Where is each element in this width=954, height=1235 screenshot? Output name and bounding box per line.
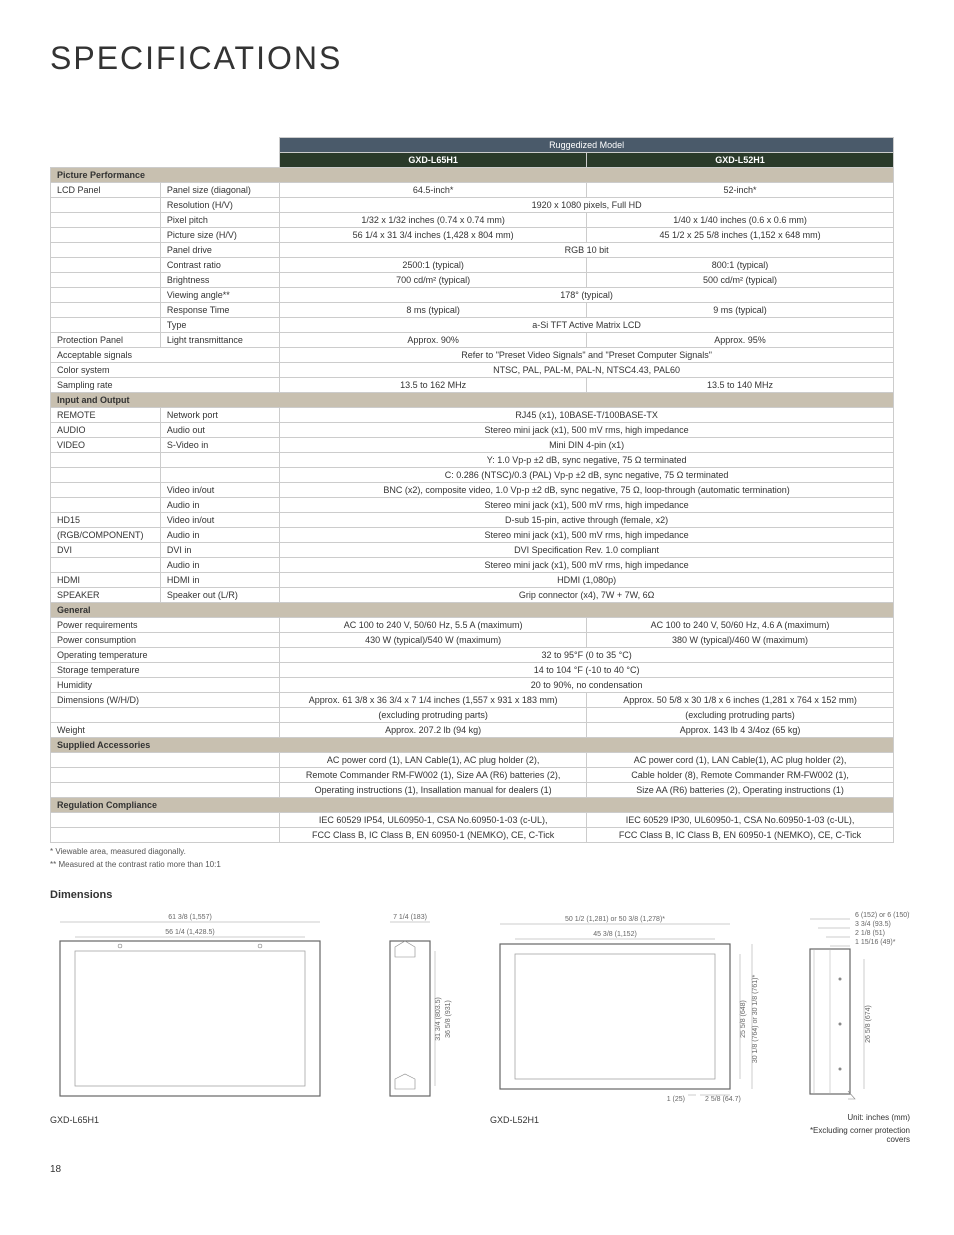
table-row: Power consumption430 W (typical)/540 W (… bbox=[51, 633, 894, 648]
dim-caption-b: GXD-L52H1 bbox=[490, 1115, 770, 1125]
table-row: Storage temperature14 to 104 °F (-10 to … bbox=[51, 663, 894, 678]
table-row: Protection PanelLight transmittanceAppro… bbox=[51, 333, 894, 348]
spec-table: Ruggedized Model GXD-L65H1 GXD-L52H1 Pic… bbox=[50, 137, 894, 843]
table-row: Typea-Si TFT Active Matrix LCD bbox=[51, 318, 894, 333]
table-row: Power requirementsAC 100 to 240 V, 50/60… bbox=[51, 618, 894, 633]
svg-text:3 3/4 (93.5): 3 3/4 (93.5) bbox=[855, 921, 891, 928]
table-row: Y: 1.0 Vp-p ±2 dB, sync negative, 75 Ω t… bbox=[51, 453, 894, 468]
table-row: LCD PanelPanel size (diagonal)64.5-inch*… bbox=[51, 183, 894, 198]
table-row: AC power cord (1), LAN Cable(1), AC plug… bbox=[51, 753, 894, 768]
footnote-b: ** Measured at the contrast ratio more t… bbox=[50, 860, 894, 869]
table-row: AUDIOAudio outStereo mini jack (x1), 500… bbox=[51, 423, 894, 438]
header-label: Ruggedized Model bbox=[280, 138, 894, 153]
svg-text:61 3/8 (1,557): 61 3/8 (1,557) bbox=[168, 914, 212, 921]
table-row: Remote Commander RM-FW002 (1), Size AA (… bbox=[51, 768, 894, 783]
svg-text:36 5/8 (931): 36 5/8 (931) bbox=[445, 1000, 452, 1038]
unit-label: Unit: inches (mm) bbox=[800, 1113, 910, 1122]
dim-figure-a-side: 7 1/4 (183) 31 3/4 (803.5) 36 5/8 (931) bbox=[380, 909, 460, 1144]
footnote-a: * Viewable area, measured diagonally. bbox=[50, 847, 894, 856]
dim-figure-b-front: 50 1/2 (1,281) or 50 3/8 (1,278)* 45 3/8… bbox=[490, 909, 770, 1144]
table-row: Resolution (H/V)1920 x 1080 pixels, Full… bbox=[51, 198, 894, 213]
section-picture: Picture Performance bbox=[51, 168, 894, 183]
table-row: Sampling rate13.5 to 162 MHz13.5 to 140 … bbox=[51, 378, 894, 393]
section-accessories: Supplied Accessories bbox=[51, 738, 894, 753]
svg-text:56 1/4 (1,428.5): 56 1/4 (1,428.5) bbox=[165, 929, 214, 936]
table-row: Picture size (H/V)56 1/4 x 31 3/4 inches… bbox=[51, 228, 894, 243]
dim-figure-a-front: 61 3/8 (1,557) 56 1/4 (1,428.5) GXD-L65H… bbox=[50, 909, 350, 1144]
dimensions-row: 61 3/8 (1,557) 56 1/4 (1,428.5) GXD-L65H… bbox=[50, 909, 894, 1144]
svg-text:26 5/8 (674): 26 5/8 (674) bbox=[865, 1005, 872, 1043]
svg-text:30 1/8 (764) or 30 1/8 (761)*: 30 1/8 (764) or 30 1/8 (761)* bbox=[752, 975, 759, 1064]
svg-text:50 1/2 (1,281) or 50 3/8 (1,27: 50 1/2 (1,281) or 50 3/8 (1,278)* bbox=[565, 916, 665, 923]
dimensions-title: Dimensions bbox=[50, 889, 894, 901]
table-row: (RGB/COMPONENT)Audio inStereo mini jack … bbox=[51, 528, 894, 543]
table-row: Humidity20 to 90%, no condensation bbox=[51, 678, 894, 693]
table-row: Viewing angle**178° (typical) bbox=[51, 288, 894, 303]
page-title: SPECIFICATIONS bbox=[50, 40, 894, 77]
page-number: 18 bbox=[50, 1164, 894, 1175]
table-row: Panel driveRGB 10 bit bbox=[51, 243, 894, 258]
table-row: HD15Video in/outD-sub 15-pin, active thr… bbox=[51, 513, 894, 528]
model-a: GXD-L65H1 bbox=[280, 153, 587, 168]
table-row: Color systemNTSC, PAL, PAL-M, PAL-N, NTS… bbox=[51, 363, 894, 378]
dim-caption-a: GXD-L65H1 bbox=[50, 1115, 350, 1125]
table-row: Audio inStereo mini jack (x1), 500 mV rm… bbox=[51, 498, 894, 513]
unit-note: *Excluding corner protection covers bbox=[800, 1126, 910, 1144]
table-row: Operating instructions (1), Insallation … bbox=[51, 783, 894, 798]
table-row: Pixel pitch1/32 x 1/32 inches (0.74 x 0.… bbox=[51, 213, 894, 228]
svg-text:1 (25): 1 (25) bbox=[667, 1096, 685, 1103]
table-row: DVIDVI inDVI Specification Rev. 1.0 comp… bbox=[51, 543, 894, 558]
table-row: Acceptable signalsRefer to "Preset Video… bbox=[51, 348, 894, 363]
table-row: Audio inStereo mini jack (x1), 500 mV rm… bbox=[51, 558, 894, 573]
section-regulation: Regulation Compliance bbox=[51, 798, 894, 813]
header-row: Ruggedized Model bbox=[51, 138, 894, 153]
table-row: Brightness700 cd/m² (typical)500 cd/m² (… bbox=[51, 273, 894, 288]
table-row: REMOTENetwork portRJ45 (x1), 10BASE-T/10… bbox=[51, 408, 894, 423]
table-row: Dimensions (W/H/D)Approx. 61 3/8 x 36 3/… bbox=[51, 693, 894, 708]
table-row: SPEAKERSpeaker out (L/R)Grip connector (… bbox=[51, 588, 894, 603]
svg-text:6 (152) or 6 (150)*: 6 (152) or 6 (150)* bbox=[855, 912, 910, 919]
section-io: Input and Output bbox=[51, 393, 894, 408]
table-row: Contrast ratio2500:1 (typical)800:1 (typ… bbox=[51, 258, 894, 273]
svg-text:45 3/8 (1,152): 45 3/8 (1,152) bbox=[593, 931, 637, 938]
svg-text:2 1/8 (51): 2 1/8 (51) bbox=[855, 930, 885, 937]
table-row: WeightApprox. 207.2 lb (94 kg)Approx. 14… bbox=[51, 723, 894, 738]
table-row: VIDEOS-Video inMini DIN 4-pin (x1) bbox=[51, 438, 894, 453]
table-row: Response Time8 ms (typical)9 ms (typical… bbox=[51, 303, 894, 318]
table-row: Operating temperature32 to 95°F (0 to 35… bbox=[51, 648, 894, 663]
table-row: HDMIHDMI inHDMI (1,080p) bbox=[51, 573, 894, 588]
table-row: FCC Class B, IC Class B, EN 60950-1 (NEM… bbox=[51, 828, 894, 843]
svg-text:31 3/4 (803.5): 31 3/4 (803.5) bbox=[435, 997, 442, 1041]
svg-text:1 15/16 (49)*: 1 15/16 (49)* bbox=[855, 939, 896, 946]
svg-text:7 1/4 (183): 7 1/4 (183) bbox=[393, 914, 427, 921]
table-row: C: 0.286 (NTSC)/0.3 (PAL) Vp-p ±2 dB, sy… bbox=[51, 468, 894, 483]
svg-text:2 5/8 (64.7): 2 5/8 (64.7) bbox=[705, 1096, 741, 1103]
svg-text:25 5/8 (648): 25 5/8 (648) bbox=[740, 1000, 747, 1038]
table-row: (excluding protruding parts)(excluding p… bbox=[51, 708, 894, 723]
table-row: Video in/outBNC (x2), composite video, 1… bbox=[51, 483, 894, 498]
dim-figure-b-side: 6 (152) or 6 (150)* 3 3/4 (93.5) 2 1/8 (… bbox=[800, 909, 910, 1144]
section-general: General bbox=[51, 603, 894, 618]
table-row: IEC 60529 IP54, UL60950-1, CSA No.60950-… bbox=[51, 813, 894, 828]
model-row: GXD-L65H1 GXD-L52H1 bbox=[51, 153, 894, 168]
model-b: GXD-L52H1 bbox=[587, 153, 894, 168]
